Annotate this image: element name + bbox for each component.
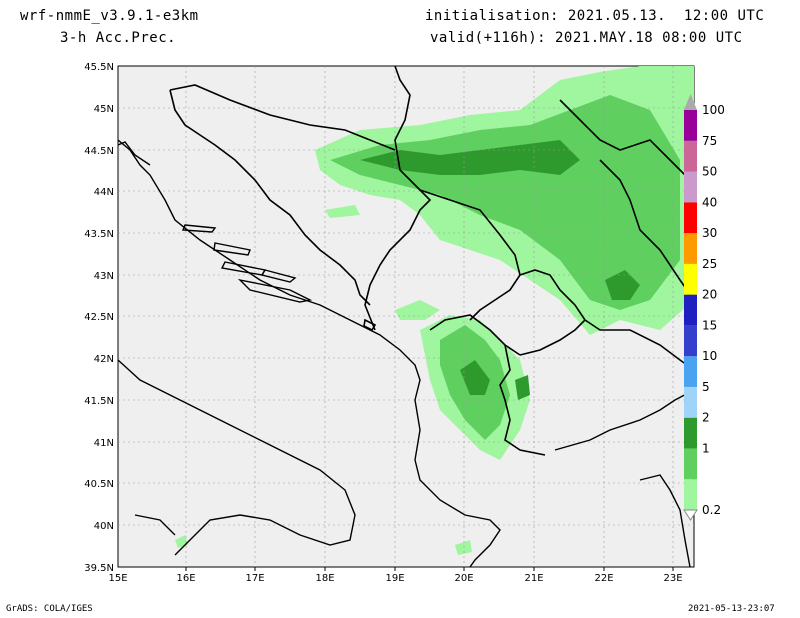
valid-time: valid(+116h): 2021.MAY.18 08:00 UTC (430, 30, 743, 46)
legend-label: 40 (702, 195, 717, 209)
legend-swatch (684, 171, 697, 203)
legend-label: 2 (702, 411, 710, 425)
lat-label: 41.5N (84, 396, 114, 407)
lon-label: 16E (176, 573, 195, 584)
lon-label: 18E (315, 573, 334, 584)
lon-label: 23E (663, 573, 682, 584)
legend-overflow-arrow (684, 94, 697, 110)
legend-swatch (684, 356, 697, 387)
lat-label: 41N (94, 438, 114, 449)
legend-swatch (684, 140, 697, 172)
legend-swatch (684, 263, 697, 295)
legend-label: 10 (702, 349, 717, 363)
lon-label: 17E (245, 573, 264, 584)
lat-label: 44N (94, 187, 114, 198)
footer-left: GrADS: COLA/IGES (6, 604, 93, 614)
lat-label: 39.5N (84, 563, 114, 574)
lon-label: 19E (385, 573, 404, 584)
legend-label: 20 (702, 288, 717, 302)
legend-label: 50 (702, 165, 717, 179)
ticks (185, 567, 674, 571)
legend-swatch (684, 448, 697, 480)
legend-swatch (684, 233, 697, 264)
legend-label: 25 (702, 257, 717, 271)
legend-label: 0.2 (702, 503, 721, 517)
legend-label: 30 (702, 226, 717, 240)
lat-label: 44.5N (84, 146, 114, 157)
country-borders (169, 65, 695, 456)
legend-label: 100 (702, 103, 725, 117)
precip-field (175, 66, 694, 555)
lat-label: 45N (94, 104, 114, 115)
lon-label: 15E (108, 573, 127, 584)
legend-swatch (684, 325, 697, 357)
legend-swatch (684, 479, 697, 510)
lat-label: 45.5N (84, 62, 114, 73)
legend-swatch (684, 110, 697, 141)
lon-label: 20E (454, 573, 473, 584)
lat-label: 43N (94, 271, 114, 282)
field-title: 3-h Acc.Prec. (60, 30, 177, 46)
lat-axis: 45.5N 45N 44.5N 44N 43.5N 43N 42.5N 42N … (84, 62, 114, 574)
footer-right: 2021-05-13-23:07 (688, 604, 775, 614)
model-title: wrf-nmmE_v3.9.1-e3km (20, 8, 199, 24)
lat-label: 40N (94, 521, 114, 532)
legend-label: 1 (702, 441, 710, 455)
legend-swatch (684, 294, 697, 326)
legend-underflow-arrow (683, 509, 698, 521)
lat-label: 42N (94, 354, 114, 365)
legend-swatch (684, 386, 697, 418)
coastlines (117, 139, 695, 568)
lat-label: 40.5N (84, 479, 114, 490)
legend-label: 5 (702, 380, 710, 394)
legend-label: 75 (702, 134, 717, 148)
lat-label: 42.5N (84, 312, 114, 323)
legend-swatch (684, 202, 697, 234)
lon-axis: 15E 16E 17E 18E 19E 20E 21E 22E 23E (108, 573, 682, 584)
lat-label: 43.5N (84, 229, 114, 240)
legend-swatch (684, 417, 697, 449)
legend-label: 15 (702, 318, 717, 332)
lon-label: 21E (524, 573, 543, 584)
init-time: initialisation: 2021.05.13. 12:00 UTC (425, 8, 765, 24)
lon-label: 22E (594, 573, 613, 584)
